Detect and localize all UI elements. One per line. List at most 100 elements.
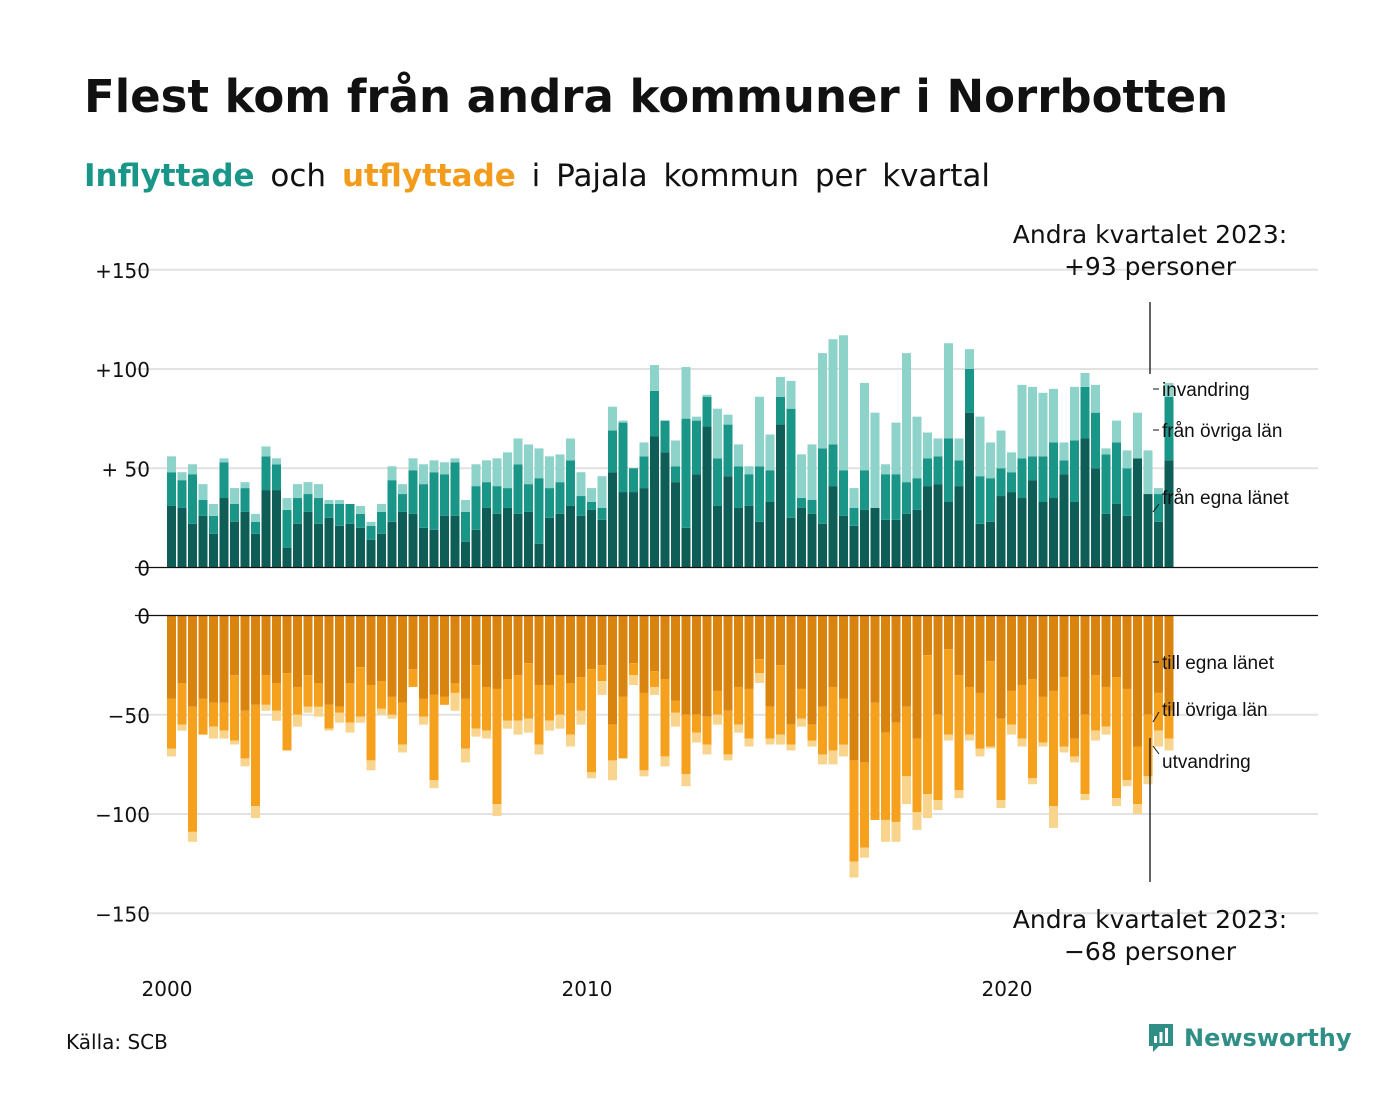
- bar-in-own-52: [713, 505, 722, 568]
- bar-out-own-48: [671, 615, 680, 701]
- bar-in-other-30: [482, 482, 491, 508]
- bar-out-emi-84: [1049, 806, 1058, 828]
- y-tick-out: 0: [137, 605, 150, 629]
- bar-out-emi-17: [345, 722, 355, 733]
- bar-in-own-63: [828, 486, 838, 568]
- bar-out-own-8: [251, 615, 260, 705]
- bar-out-emi-64: [839, 744, 848, 757]
- bar-out-own-31: [492, 615, 502, 689]
- bar-out-emi-70: [902, 776, 911, 805]
- bar-in-other-28: [461, 511, 470, 542]
- bar-out-emi-33: [513, 720, 523, 735]
- bar-in-imm-34: [524, 444, 533, 485]
- bar-in-other-19: [366, 525, 376, 540]
- bar-in-own-90: [1112, 503, 1121, 568]
- bar-out-own-46: [650, 615, 659, 672]
- bar-in-imm-86: [1070, 386, 1079, 441]
- bar-in-own-55: [744, 505, 754, 568]
- bar-in-imm-19: [366, 521, 376, 526]
- bar-in-own-10: [272, 490, 281, 568]
- bar-in-other-90: [1112, 442, 1121, 504]
- bar-out-own-11: [282, 615, 292, 674]
- bar-in-other-47: [660, 420, 670, 453]
- bar-in-imm-67: [870, 412, 880, 508]
- bar-in-own-54: [734, 507, 743, 568]
- bar-in-own-18: [356, 527, 365, 568]
- bar-in-other-74: [944, 438, 953, 502]
- bar-in-own-65: [849, 525, 859, 568]
- bar-out-other-16: [335, 706, 344, 713]
- bar-out-own-16: [335, 615, 344, 707]
- bar-in-imm-51: [702, 394, 712, 397]
- bar-in-other-75: [954, 460, 964, 487]
- bar-out-own-79: [996, 615, 1006, 719]
- bar-out-other-13: [303, 675, 313, 707]
- bar-out-other-81: [1017, 684, 1027, 739]
- bar-out-own-36: [545, 615, 554, 685]
- bar-out-other-18: [356, 667, 365, 717]
- bar-out-emi-62: [818, 754, 827, 765]
- bar-out-emi-79: [996, 800, 1006, 809]
- bar-out-emi-65: [849, 861, 859, 878]
- bar-in-own-44: [629, 492, 638, 568]
- bar-out-own-23: [408, 615, 418, 670]
- bar-out-own-10: [272, 615, 281, 683]
- bar-out-own-20: [377, 615, 386, 682]
- bar-out-emi-69: [891, 821, 901, 842]
- bar-out-own-29: [471, 615, 481, 666]
- bar-in-own-58: [776, 424, 785, 568]
- bar-out-emi-32: [503, 720, 512, 729]
- bar-out-emi-87: [1080, 794, 1090, 801]
- bar-out-emi-68: [881, 819, 890, 842]
- bar-in-imm-6: [230, 488, 239, 504]
- bar-in-imm-11: [282, 498, 292, 510]
- bar-out-own-74: [944, 615, 953, 650]
- bar-in-own-68: [881, 519, 890, 568]
- bar-out-own-69: [891, 615, 901, 723]
- bar-in-imm-46: [650, 365, 659, 391]
- bar-in-other-87: [1080, 386, 1090, 439]
- bar-out-own-26: [440, 615, 449, 697]
- bar-in-own-67: [870, 507, 880, 568]
- bar-out-own-24: [419, 615, 428, 699]
- bar-out-own-88: [1091, 615, 1100, 676]
- bar-out-emi-82: [1028, 778, 1037, 785]
- bar-in-own-12: [293, 523, 302, 568]
- bar-in-imm-26: [440, 462, 449, 475]
- bar-in-other-15: [324, 503, 334, 518]
- bar-in-imm-52: [713, 408, 722, 459]
- bar-out-other-30: [482, 686, 491, 731]
- bar-out-own-37: [555, 615, 565, 676]
- bar-out-own-86: [1070, 615, 1079, 739]
- bar-in-other-49: [681, 418, 691, 528]
- bar-in-other-39: [576, 496, 586, 516]
- legend-fran-ovriga-lan: från övriga län: [1162, 421, 1282, 442]
- bar-out-emi-40: [587, 772, 596, 779]
- bar-in-own-79: [996, 496, 1006, 568]
- bar-out-other-32: [503, 679, 512, 721]
- bar-in-imm-80: [1007, 452, 1016, 473]
- bar-out-own-72: [923, 615, 932, 656]
- bar-out-other-67: [870, 702, 880, 820]
- bar-in-imm-50: [692, 416, 701, 421]
- bar-in-own-49: [681, 527, 691, 568]
- y-tick-out: −100: [95, 803, 150, 827]
- bar-out-other-73: [933, 714, 943, 801]
- bar-out-other-12: [293, 686, 302, 715]
- bar-out-other-86: [1070, 738, 1079, 757]
- bar-in-other-33: [513, 464, 523, 514]
- bar-in-other-35: [534, 478, 544, 544]
- bar-in-own-25: [429, 529, 439, 568]
- bar-out-own-68: [881, 615, 890, 733]
- bar-in-own-19: [366, 539, 376, 568]
- bar-in-imm-93: [1143, 450, 1153, 495]
- newsworthy-logo-icon: [1149, 1024, 1173, 1052]
- bar-out-emi-28: [461, 748, 470, 763]
- bar-in-other-88: [1091, 412, 1100, 469]
- bar-in-own-69: [891, 519, 901, 568]
- bar-out-own-13: [303, 615, 313, 676]
- bar-in-own-91: [1122, 515, 1132, 568]
- bar-in-imm-40: [587, 488, 596, 502]
- bar-in-other-26: [440, 474, 449, 516]
- bar-out-other-19: [366, 684, 376, 761]
